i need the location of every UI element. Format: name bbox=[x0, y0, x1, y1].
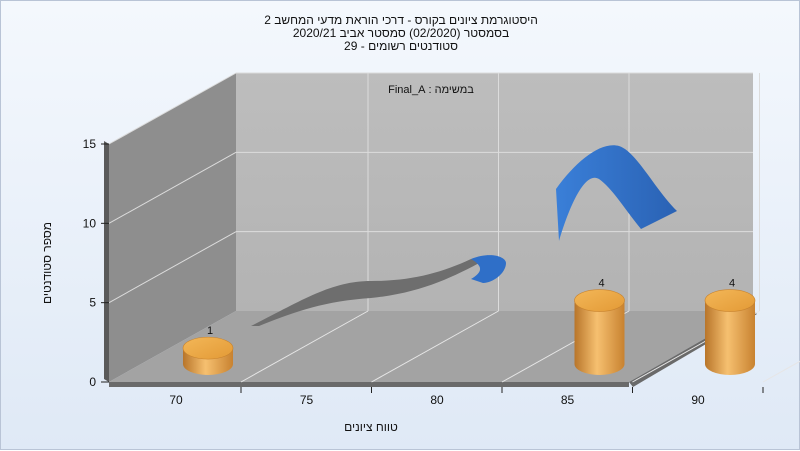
back-wall bbox=[236, 73, 753, 311]
x-tick-label-70: 70 bbox=[169, 393, 183, 407]
left-wall bbox=[109, 73, 236, 382]
bar-top-85 bbox=[574, 289, 625, 312]
data-label-layer: 144117 bbox=[207, 278, 735, 338]
subtitle: במשימה : Final_A bbox=[388, 84, 474, 96]
curve-blue-segment bbox=[471, 255, 506, 283]
floor-front-edge bbox=[109, 382, 629, 387]
x-axis-label: טווח ציונים bbox=[344, 420, 398, 434]
y-axis-label: מספר סטודנטים bbox=[40, 222, 54, 304]
x-tick-label-90: 90 bbox=[691, 393, 705, 407]
curve-blue-peak bbox=[556, 145, 677, 241]
bar-top-70 bbox=[182, 336, 234, 360]
bar-body-85 bbox=[574, 300, 625, 375]
chart-title-line-1: היסטוגרמת ציונים בקורס - דרכי הוראת מדעי… bbox=[264, 13, 538, 27]
y-tick-label-10: 10 bbox=[83, 216, 97, 230]
distribution-curve bbox=[251, 145, 677, 326]
axis-layer: 051015707580859095100 bbox=[83, 137, 764, 407]
bar-90 bbox=[704, 289, 756, 375]
data-label-85: 4 bbox=[598, 278, 604, 290]
data-label-70: 1 bbox=[207, 325, 213, 337]
bar-layer bbox=[182, 289, 756, 375]
bar-top-90 bbox=[704, 289, 756, 312]
chart-title-line-2: בסמסטר (02/2020) סמסטר אביב 2020/21 bbox=[292, 26, 510, 40]
gridline-left-5 bbox=[108, 231, 237, 304]
x-tick-label-85: 85 bbox=[561, 393, 575, 407]
x-tick-label-80: 80 bbox=[430, 393, 444, 407]
bar-85 bbox=[574, 289, 625, 375]
bar-body-90 bbox=[705, 300, 755, 375]
curve-gray-segment bbox=[251, 259, 483, 326]
left-wall-edge bbox=[104, 141, 109, 382]
y-tick-label-0: 0 bbox=[89, 375, 96, 389]
gridline-left-10 bbox=[108, 151, 237, 224]
y-tick-label-15: 15 bbox=[83, 137, 97, 151]
gridline-floor-70 bbox=[240, 310, 369, 383]
chart-title-line-3: סטודנטים רשומים - 29 bbox=[344, 39, 458, 53]
gridline-floor-75 bbox=[371, 310, 499, 383]
data-label-90: 4 bbox=[729, 278, 735, 290]
x-tick-label-75: 75 bbox=[300, 393, 314, 407]
y-tick-label-5: 5 bbox=[89, 296, 96, 310]
bar-70 bbox=[182, 336, 234, 375]
gridline-left-15 bbox=[108, 72, 237, 145]
gridline-floor-90 bbox=[762, 360, 800, 383]
